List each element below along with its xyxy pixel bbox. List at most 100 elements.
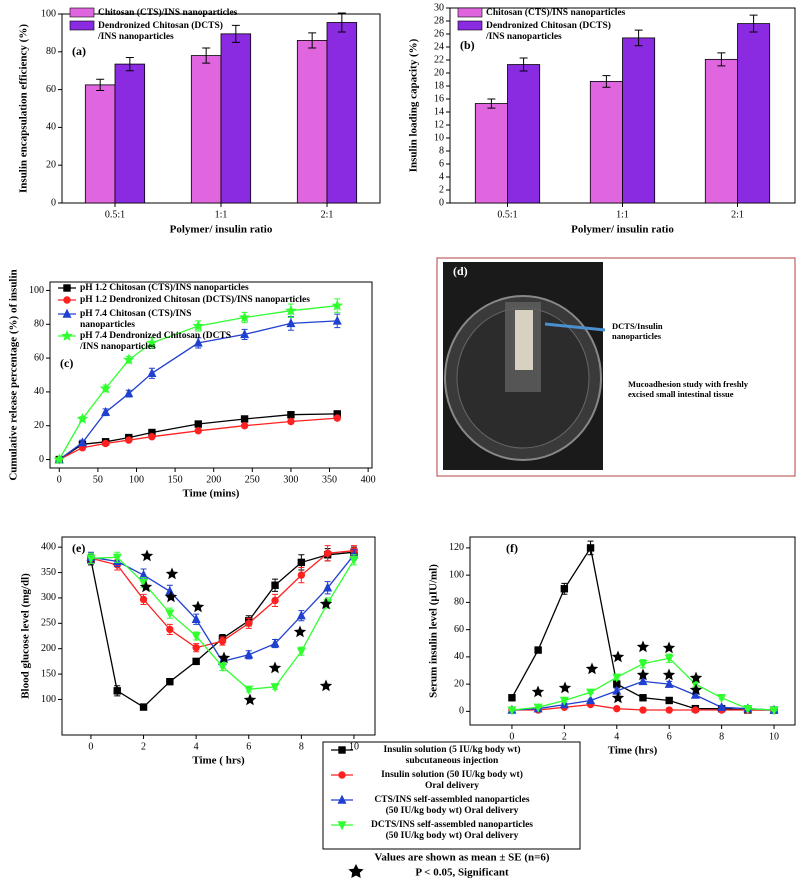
error-bar <box>231 24 240 43</box>
x-axis-label: Polymer/ insulin ratio <box>571 224 674 236</box>
marker <box>63 284 71 292</box>
x-tick-label: 4 <box>194 741 199 752</box>
marker <box>166 677 174 686</box>
error-bar <box>487 98 496 109</box>
marker <box>240 329 250 339</box>
series-line <box>511 546 774 711</box>
bar <box>84 84 116 204</box>
marker <box>245 619 253 628</box>
note: P < 0.05, Significant <box>415 867 509 879</box>
y-tick-label: 16 <box>434 93 444 104</box>
marker <box>124 388 134 398</box>
y-tick-label: 200 <box>41 643 56 654</box>
panel-label: (e) <box>72 541 85 555</box>
y-axis-label: Serum insulin level (µIU/ml) <box>428 564 440 698</box>
marker <box>337 821 347 831</box>
bar <box>622 37 656 204</box>
error-bar <box>717 52 726 67</box>
y-tick-label: 350 <box>41 567 56 578</box>
bar <box>220 33 252 204</box>
bar <box>507 64 541 204</box>
marker <box>53 453 65 465</box>
y-tick-label: 26 <box>434 28 444 39</box>
x-tick-label: 10 <box>349 741 359 752</box>
significance-star <box>293 625 307 638</box>
y-axis-label: Cumulative release percentage (%) of ins… <box>8 269 20 480</box>
marker <box>101 406 111 416</box>
y-tick-label: 100 <box>41 694 56 705</box>
y-tick-label: 20 <box>454 678 464 689</box>
marker <box>77 437 87 447</box>
x-tick-label: 1:1 <box>616 209 629 220</box>
marker <box>717 701 727 711</box>
significance-star <box>611 691 625 704</box>
y-tick-label: 150 <box>41 668 56 679</box>
significance-star <box>689 671 703 684</box>
marker <box>560 585 569 593</box>
chart-panel: 0 20 40 60 80 100 Cumulative release percentag… <box>8 269 376 499</box>
series-line <box>90 550 355 649</box>
y-axis-label: Insulin loading capacity (%) <box>408 38 420 172</box>
legend-swatch <box>69 7 95 18</box>
significance-star <box>319 679 333 692</box>
y-tick-label: 0 <box>439 197 444 208</box>
x-tick-label: 350 <box>322 474 337 485</box>
x-tick-label: 4 <box>614 731 619 742</box>
x-tick-label: 8 <box>719 731 724 742</box>
marker <box>323 549 332 557</box>
marker <box>769 706 779 716</box>
marker <box>612 685 622 695</box>
x-tick-label: 100 <box>129 474 144 485</box>
error-bar <box>96 78 105 92</box>
marker <box>639 706 647 714</box>
x-axis-label: Time (hrs) <box>608 745 658 757</box>
y-tick-label: 300 <box>41 592 56 603</box>
marker <box>690 689 700 699</box>
marker <box>287 411 295 419</box>
y-tick-label: 100 <box>29 285 44 296</box>
x-tick-label: 0.5:1 <box>105 209 125 220</box>
y-tick-label: 40 <box>454 651 464 662</box>
legend-label: pH 1.2 Chitosan (CTS)/INS nanoparticles <box>80 282 249 293</box>
marker <box>338 746 346 754</box>
panel-label: (f) <box>506 541 518 555</box>
marker <box>148 433 156 441</box>
plot-frame <box>61 536 376 736</box>
y-tick-label: 0 <box>459 706 464 717</box>
marker <box>271 581 279 589</box>
y-tick-label: 80 <box>454 597 464 608</box>
legend-frame <box>322 741 581 850</box>
significance-star <box>636 668 650 681</box>
marker <box>507 706 517 716</box>
significance-star <box>662 641 676 654</box>
x-tick-label: 400 <box>361 474 376 485</box>
significance-star <box>585 662 599 675</box>
panel-label: (a) <box>72 44 86 58</box>
marker <box>193 337 203 347</box>
y-tick-label: 250 <box>41 618 56 629</box>
y-tick-label: 30 <box>434 2 444 13</box>
x-tick-label: 8 <box>299 741 304 752</box>
x-tick-label: 250 <box>245 474 260 485</box>
x-tick-label: 2 <box>141 741 146 752</box>
marker <box>337 794 347 804</box>
legend-label: Dendronized Chitosan (DCTS)/INS nanopart… <box>97 20 223 42</box>
marker <box>244 685 254 695</box>
marker <box>665 696 673 705</box>
legend-label: CTS/INS self-assembled nanoparticles (50 … <box>374 795 529 816</box>
error-bar <box>202 47 211 64</box>
x-tick-label: 50 <box>93 474 103 485</box>
significance-star <box>662 668 676 681</box>
significance-star <box>191 600 205 613</box>
bar <box>114 63 146 204</box>
bar <box>326 22 358 204</box>
marker <box>218 637 227 645</box>
error-bar <box>749 14 758 33</box>
marker <box>533 703 543 713</box>
significance-star <box>611 650 625 663</box>
legend-label: DCTS/INS self-assembled nanoparticles (50… <box>371 820 533 841</box>
x-tick-label: 150 <box>168 474 183 485</box>
